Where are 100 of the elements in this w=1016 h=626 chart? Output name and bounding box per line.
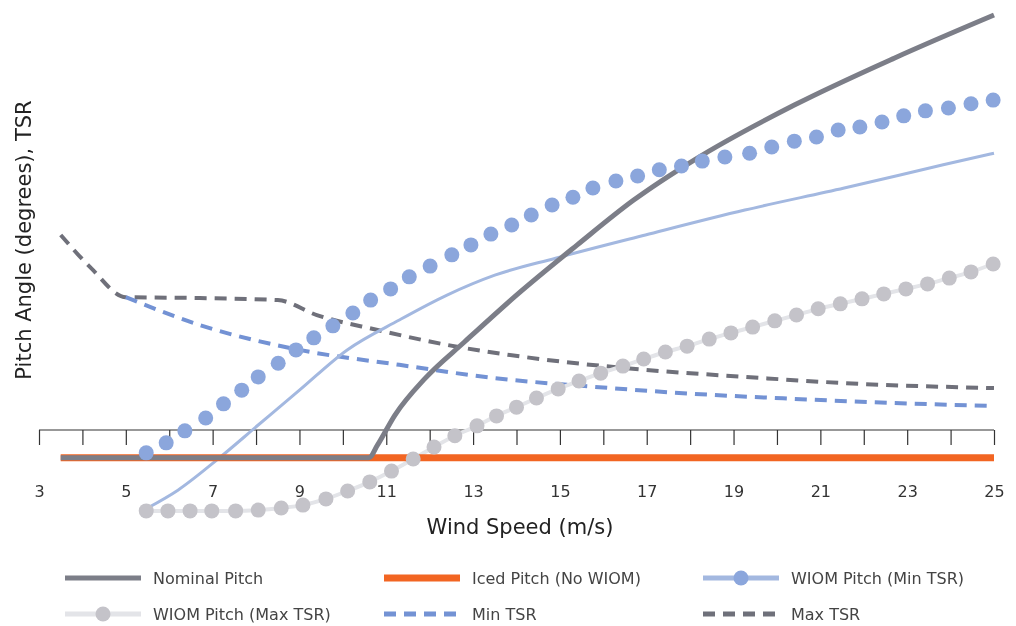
point xyxy=(483,226,499,242)
point xyxy=(764,139,780,155)
x-tick-label: 13 xyxy=(463,482,484,502)
point xyxy=(426,439,442,455)
legend-label: Nominal Pitch xyxy=(153,568,264,588)
point xyxy=(528,390,544,406)
x-tick-label: 11 xyxy=(376,482,397,502)
point xyxy=(876,286,892,302)
point xyxy=(544,197,560,213)
point xyxy=(447,428,463,444)
point xyxy=(509,399,524,415)
point xyxy=(523,207,539,223)
point xyxy=(920,276,936,292)
point xyxy=(854,291,870,307)
x-tick-label: 19 xyxy=(723,482,745,502)
point xyxy=(270,355,286,371)
x-tick-label: 3 xyxy=(34,482,45,502)
point xyxy=(788,307,804,323)
x-tick-label: 7 xyxy=(208,482,219,502)
point xyxy=(363,292,379,308)
point xyxy=(615,358,631,374)
point xyxy=(383,463,399,479)
point xyxy=(786,133,802,149)
point xyxy=(204,503,220,519)
point xyxy=(273,500,289,516)
point xyxy=(571,373,587,389)
point xyxy=(723,325,739,341)
point xyxy=(158,435,174,451)
point xyxy=(917,103,933,119)
point xyxy=(550,381,566,397)
point xyxy=(810,301,826,317)
point xyxy=(896,108,912,124)
point xyxy=(234,382,250,398)
point xyxy=(250,502,266,518)
point xyxy=(444,247,460,263)
point xyxy=(362,474,378,490)
point xyxy=(717,149,733,165)
point xyxy=(138,503,154,519)
point xyxy=(383,281,399,297)
point xyxy=(630,168,646,184)
point xyxy=(808,129,824,145)
point xyxy=(160,503,176,519)
legend-label: WIOM Pitch (Max TSR) xyxy=(153,604,331,624)
x-tick-label: 17 xyxy=(637,482,658,502)
x-tick-label: 23 xyxy=(897,482,918,502)
point xyxy=(318,491,334,507)
point xyxy=(985,256,1001,272)
point xyxy=(963,264,979,280)
point xyxy=(657,344,673,360)
point xyxy=(694,153,710,169)
point xyxy=(565,189,581,205)
point xyxy=(295,497,311,513)
x-tick-label: 9 xyxy=(294,482,306,502)
point xyxy=(469,418,485,434)
legend-label: WIOM Pitch (Min TSR) xyxy=(791,568,965,588)
point xyxy=(593,365,609,381)
point xyxy=(608,173,624,189)
point xyxy=(742,145,758,161)
point xyxy=(940,100,956,116)
x-tick-label: 5 xyxy=(121,482,132,502)
point xyxy=(401,269,417,285)
point xyxy=(636,351,652,367)
point xyxy=(345,305,361,321)
point xyxy=(585,180,601,196)
point xyxy=(250,369,266,385)
point xyxy=(422,258,438,274)
point xyxy=(767,313,783,329)
point xyxy=(306,330,322,346)
point xyxy=(673,158,689,174)
point xyxy=(182,503,198,519)
point xyxy=(340,483,356,499)
point xyxy=(651,162,667,178)
legend-label: Min TSR xyxy=(472,604,537,624)
point xyxy=(852,119,868,135)
legend-label: Iced Pitch (No WIOM) xyxy=(472,568,641,588)
point xyxy=(288,342,304,358)
x-tick-label: 25 xyxy=(984,482,1005,502)
y-axis-title: Pitch Angle (degrees), TSR xyxy=(12,100,36,380)
point xyxy=(325,318,341,334)
point xyxy=(198,410,214,426)
point xyxy=(463,237,479,253)
point xyxy=(405,451,421,467)
point xyxy=(745,319,761,335)
point xyxy=(963,96,979,112)
point xyxy=(504,217,520,233)
point xyxy=(489,408,505,424)
point xyxy=(177,423,193,439)
x-axis-title: Wind Speed (m/s) xyxy=(426,515,614,539)
point xyxy=(830,122,846,138)
x-tick-label: 21 xyxy=(810,482,832,502)
legend-label: Max TSR xyxy=(791,604,861,624)
point xyxy=(701,331,717,347)
point xyxy=(138,445,154,461)
point xyxy=(898,281,914,297)
point xyxy=(874,114,890,130)
point xyxy=(228,503,244,519)
point xyxy=(215,396,231,412)
point xyxy=(679,338,695,354)
point xyxy=(832,296,848,312)
point xyxy=(985,92,1001,108)
